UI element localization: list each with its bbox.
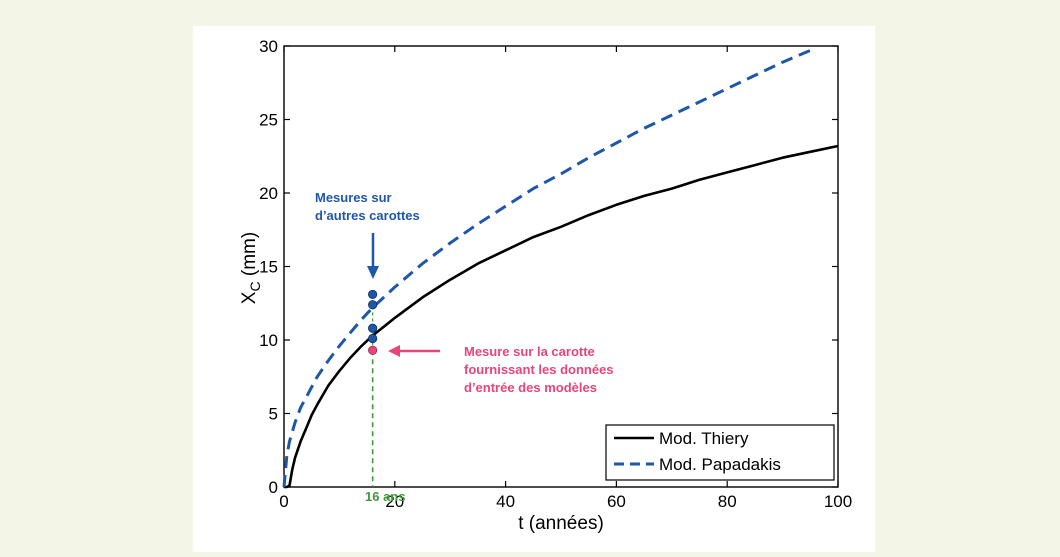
plot-area xyxy=(283,45,839,488)
series-layer xyxy=(282,49,839,489)
y-axis-label-unit: (mm) xyxy=(239,232,260,282)
figure-panel: 0 5 10 15 20 25 30 0 20 40 60 80 100 t (années) XC … xyxy=(193,26,875,552)
marker-label-16-ans: 16 ans xyxy=(365,489,405,504)
marker-layer xyxy=(368,289,378,487)
chart-svg: 0 5 10 15 20 25 30 0 20 40 60 80 100 t (années) XC … xyxy=(239,37,852,534)
series-line-thiery xyxy=(284,144,839,489)
arrow-left-icon xyxy=(388,345,440,357)
annotation-input-core-line2: fournissant les données xyxy=(464,362,614,377)
x-tick-label: 0 xyxy=(279,492,288,511)
measurement-point-input-core xyxy=(368,345,378,355)
measurement-point-other-core xyxy=(368,323,378,333)
legend-label-papadakis: Mod. Papadakis xyxy=(659,455,781,474)
measurement-point-other-core xyxy=(368,300,378,310)
y-tick-label: 25 xyxy=(259,111,278,130)
legend: Mod. Thiery Mod. Papadakis xyxy=(605,424,835,481)
x-tick-label: 60 xyxy=(607,492,626,511)
y-ticks: 0 5 10 15 20 25 30 xyxy=(259,37,838,497)
plot-frame xyxy=(283,45,839,488)
x-tick-label: 100 xyxy=(824,492,852,511)
x-tick-label: 80 xyxy=(718,492,737,511)
y-tick-label: 15 xyxy=(259,258,278,277)
x-axis-label: t (années) xyxy=(518,513,604,534)
y-axis-label-sub: C xyxy=(247,281,263,291)
y-tick-label: 5 xyxy=(269,405,278,424)
x-ticks: 0 20 40 60 80 100 xyxy=(279,46,852,511)
legend-box xyxy=(605,424,835,481)
y-tick-label: 0 xyxy=(269,478,278,497)
legend-label-thiery: Mod. Thiery xyxy=(659,429,749,448)
y-tick-label: 20 xyxy=(259,184,278,203)
y-axis-label: XC (mm) xyxy=(239,232,263,304)
y-axis-label-main: X xyxy=(239,291,260,304)
y-tick-label: 10 xyxy=(259,331,278,350)
annotation-input-core-line3: d’entrée des modèles xyxy=(464,380,597,395)
measurement-point-other-core xyxy=(368,333,378,344)
annotation-input-core-line1: Mesure sur la carotte xyxy=(464,344,595,359)
measurement-point-other-core xyxy=(368,289,378,300)
arrow-down-icon xyxy=(367,233,379,279)
annotation-other-cores-line2: d’autres carottes xyxy=(315,208,420,223)
series-line-papadakis xyxy=(282,49,811,488)
annotation-other-cores-line1: Mesures sur xyxy=(315,190,392,205)
y-tick-label: 30 xyxy=(259,37,278,56)
x-tick-label: 40 xyxy=(496,492,515,511)
x-tick-label: 20 xyxy=(385,492,404,511)
